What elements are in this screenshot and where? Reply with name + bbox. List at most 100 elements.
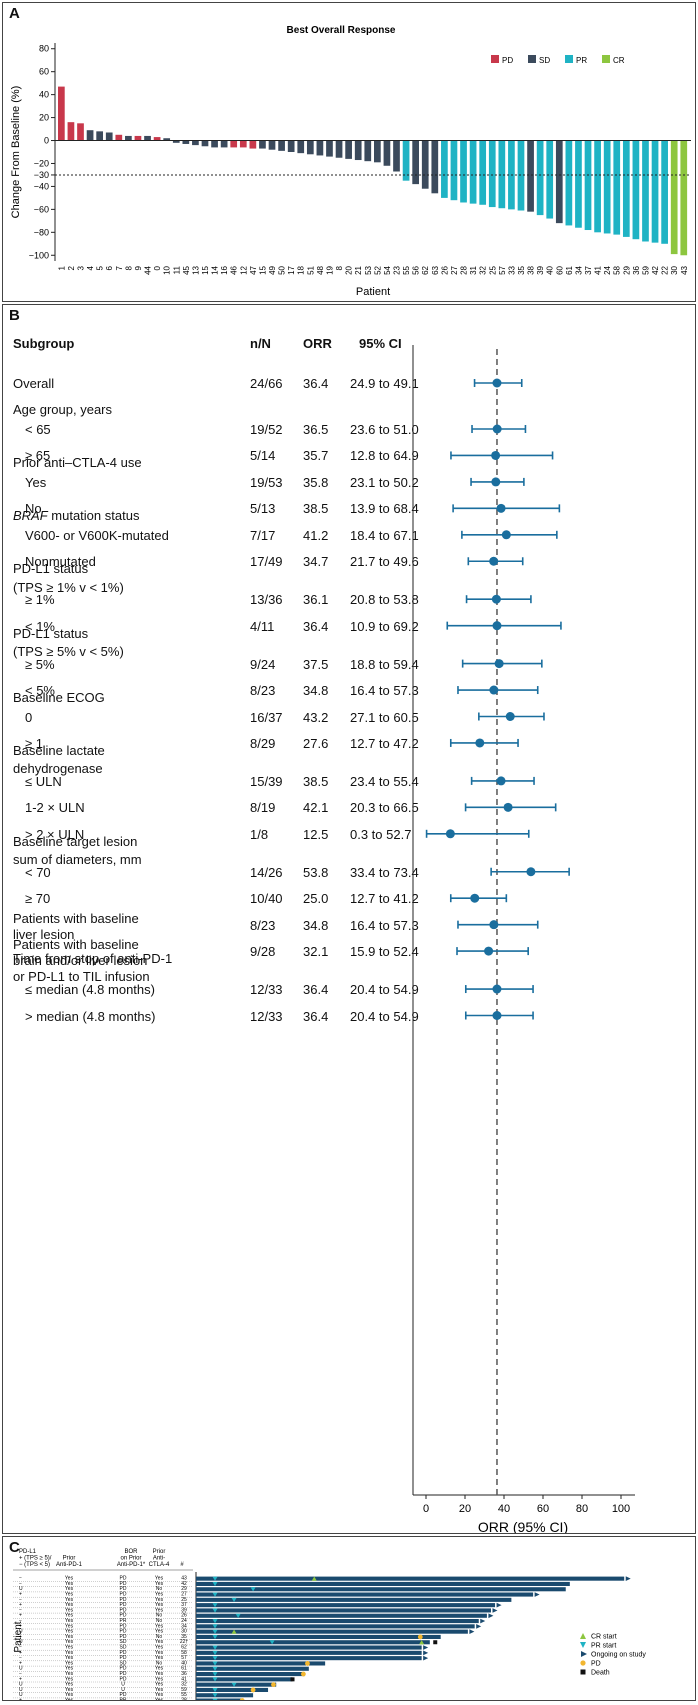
orr-point (491, 477, 501, 487)
row-id: 22† (180, 1639, 189, 1645)
subgroup-label: V600- or V600K-mutated (25, 527, 169, 543)
subgroup-label: < 1% (25, 618, 55, 634)
row-ctla4: Yes (155, 1666, 164, 1672)
legend-label: CR start (591, 1634, 617, 1641)
waterfall-bar (192, 140, 199, 146)
y-tick-label: −100 (29, 250, 49, 260)
row-pdl1: − (19, 1581, 22, 1587)
row-pdl1: − (19, 1597, 22, 1603)
subgroup-heading: sum of diameters, mm (13, 852, 142, 868)
swimmer-col-header: − (TPS < 5) (19, 1562, 50, 1568)
subgroup-label: ≥ 1% (25, 592, 55, 608)
row-ctla4: Yes (155, 1692, 164, 1698)
ci-value: 20.4 to 54.9 (350, 982, 419, 998)
orr-value: 12.5 (303, 826, 329, 842)
swimmer-col-header: PD-L1 (19, 1549, 37, 1555)
row-ctla4: No (156, 1586, 163, 1592)
row-id: 61 (181, 1666, 187, 1672)
waterfall-bar (153, 137, 161, 141)
row-ctla4: Yes (155, 1576, 164, 1582)
subgroup-label-line2: liver lesion (13, 926, 75, 942)
ci-value: 33.4 to 73.4 (350, 864, 419, 880)
pr-marker (212, 1661, 218, 1666)
waterfall-bar (249, 140, 257, 149)
orr-point (501, 530, 511, 540)
row-bor: PR (120, 1618, 127, 1624)
waterfall-bar (613, 140, 621, 235)
row-prior-pd1: Yes (65, 1602, 74, 1608)
x-tick-label: 12 (239, 265, 248, 274)
swim-bar (196, 1645, 422, 1650)
waterfall-bar (498, 140, 506, 209)
ci-value: 18.4 to 67.1 (350, 527, 419, 543)
orr-point (492, 424, 502, 434)
orr-point (496, 503, 506, 513)
n-value: 4/11 (250, 618, 275, 634)
row-bor: PD (120, 1629, 127, 1635)
waterfall-bar (125, 135, 132, 141)
waterfall-bar (172, 140, 180, 143)
cr-marker (419, 1640, 425, 1645)
y-tick-label: −30 (34, 170, 49, 180)
orr-value: 41.2 (303, 527, 329, 543)
x-tick-label: 10 (163, 265, 172, 274)
x-tick-label: 21 (354, 265, 363, 274)
x-tick-label: 1 (57, 265, 66, 270)
subgroup-heading: Baseline ECOG (13, 689, 105, 705)
ci-value: 16.4 to 57.3 (350, 917, 419, 933)
x-tick-label: 57 (498, 265, 507, 274)
row-pdl1: U (19, 1666, 23, 1672)
subgroup-heading: PD-L1 status (13, 561, 89, 577)
n-header: n/N (250, 336, 271, 351)
subgroup-heading: Age group, years (13, 402, 113, 418)
waterfall-bar (345, 140, 352, 159)
x-tick-label: 11 (172, 265, 181, 274)
x-tick-label: 0 (153, 265, 162, 270)
x-tick-label: 51 (306, 265, 315, 274)
swim-bar (196, 1650, 422, 1655)
pr-marker (212, 1693, 218, 1698)
subgroup-label: Patients with baseline (13, 910, 139, 926)
x-tick-label: 39 (536, 265, 545, 274)
swim-bar (196, 1677, 293, 1682)
row-bor: SD (120, 1639, 127, 1645)
row-id: 43 (181, 1576, 187, 1582)
x-tick-label: 36 (632, 265, 641, 274)
subgroup-label: 1-2 × ULN (25, 800, 85, 816)
row-ctla4: Yes (155, 1650, 164, 1656)
subgroup-label: Nonmutated (25, 554, 96, 570)
waterfall-bar (316, 140, 324, 156)
waterfall-bar (642, 140, 649, 242)
waterfall-bar (105, 132, 113, 141)
x-tick-label: 59 (641, 265, 650, 274)
waterfall-title: Best Overall Response (287, 25, 396, 36)
x-tick-label: 20 (345, 265, 354, 274)
pr-marker (212, 1629, 218, 1634)
row-pdl1: − (19, 1618, 22, 1624)
x-tick-label: 29 (622, 265, 631, 274)
x-tick-label: 30 (670, 265, 679, 274)
y-axis-label: Change From Baseline (%) (10, 86, 22, 219)
pd-marker (271, 1682, 276, 1688)
waterfall-bar (546, 140, 554, 219)
row-pdl1: U (19, 1692, 23, 1698)
x-tick-label: 8 (124, 265, 133, 270)
row-bor: U (121, 1682, 125, 1688)
subgroup-heading: Baseline target lesion (13, 833, 138, 849)
legend-label: PD (591, 1661, 601, 1668)
row-prior-pd1: Yes (65, 1581, 74, 1587)
pr-marker (250, 1587, 256, 1592)
n-value: 9/28 (250, 944, 276, 960)
orr-point (503, 802, 513, 812)
row-bor: PD (120, 1592, 127, 1598)
ci-value: 16.4 to 57.3 (350, 683, 419, 699)
orr-point (492, 1011, 502, 1020)
x-tick-label: 3 (77, 265, 86, 270)
row-id: 30 (181, 1629, 187, 1635)
pr-marker (212, 1672, 218, 1677)
row-prior-pd1: Yes (65, 1660, 74, 1666)
waterfall-bar (412, 140, 420, 185)
x-tick-label: 27 (450, 265, 459, 274)
row-prior-pd1: Yes (65, 1676, 74, 1682)
row-prior-pd1: Yes (65, 1666, 74, 1672)
